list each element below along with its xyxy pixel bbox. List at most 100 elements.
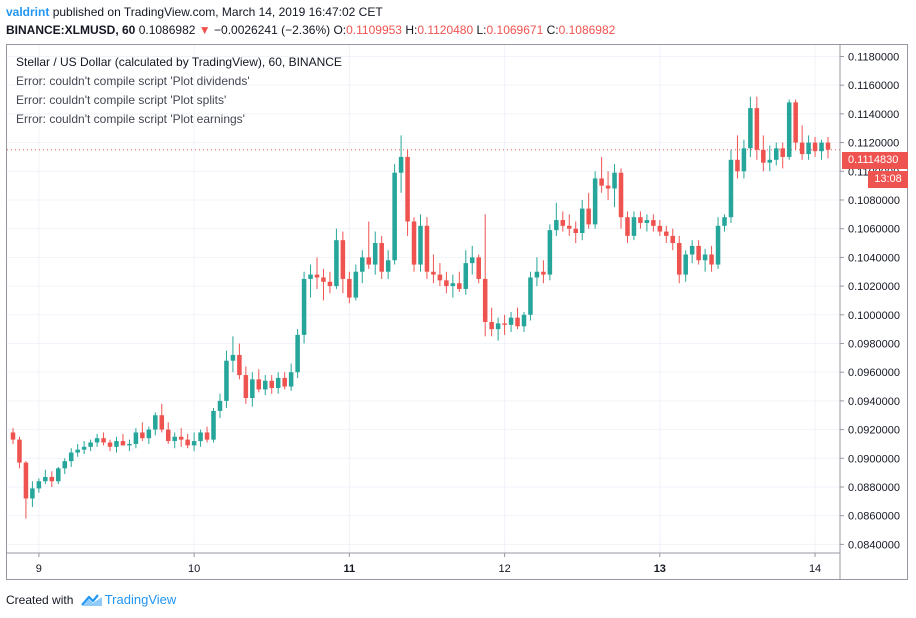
candle[interactable] <box>81 441 87 454</box>
candle[interactable] <box>592 171 598 229</box>
candle[interactable] <box>469 245 475 275</box>
candle[interactable] <box>159 403 165 433</box>
candle[interactable] <box>683 250 688 282</box>
candle[interactable] <box>191 432 197 452</box>
candle[interactable] <box>347 271 352 304</box>
candle[interactable] <box>554 202 559 236</box>
candle[interactable] <box>198 429 203 447</box>
candle[interactable] <box>819 139 824 160</box>
candle[interactable] <box>625 211 630 244</box>
candle[interactable] <box>353 264 359 301</box>
candle[interactable] <box>799 125 805 160</box>
candle[interactable] <box>101 432 106 446</box>
candle[interactable] <box>573 221 579 244</box>
candle[interactable] <box>275 372 281 394</box>
candle[interactable] <box>204 426 210 443</box>
candle[interactable] <box>334 228 339 289</box>
candle[interactable] <box>586 192 591 229</box>
candle[interactable] <box>321 268 326 301</box>
candle[interactable] <box>172 432 177 449</box>
candle[interactable] <box>230 336 236 373</box>
candle[interactable] <box>94 433 100 447</box>
candle[interactable] <box>295 329 300 378</box>
candle[interactable] <box>56 466 61 485</box>
candle[interactable] <box>773 142 779 166</box>
candle[interactable] <box>722 214 727 232</box>
candle[interactable] <box>748 96 753 157</box>
candle[interactable] <box>508 311 514 333</box>
candle[interactable] <box>709 245 714 272</box>
candle[interactable] <box>812 136 818 157</box>
candle[interactable] <box>463 250 469 295</box>
candle[interactable] <box>437 263 443 287</box>
candle[interactable] <box>153 412 158 436</box>
candle[interactable] <box>676 235 682 284</box>
candle[interactable] <box>715 217 721 269</box>
candle[interactable] <box>541 260 546 284</box>
candle[interactable] <box>457 271 462 292</box>
candle[interactable] <box>534 257 540 287</box>
candle[interactable] <box>107 439 113 452</box>
candle[interactable] <box>424 217 430 279</box>
candle[interactable] <box>340 231 346 294</box>
candle[interactable] <box>68 448 74 467</box>
candle[interactable] <box>379 235 384 279</box>
candle[interactable] <box>288 363 294 391</box>
candle[interactable] <box>579 199 585 241</box>
candle[interactable] <box>444 271 449 294</box>
candle[interactable] <box>696 240 701 265</box>
candle[interactable] <box>398 135 404 193</box>
candle[interactable] <box>515 307 520 330</box>
candle[interactable] <box>605 171 611 200</box>
candle[interactable] <box>10 428 16 444</box>
candle[interactable] <box>327 271 333 294</box>
candle[interactable] <box>314 257 320 289</box>
candle[interactable] <box>120 433 126 446</box>
author-name[interactable]: valdrint <box>6 5 50 19</box>
candle[interactable] <box>224 350 229 409</box>
candle[interactable] <box>308 264 313 298</box>
candle[interactable] <box>372 231 378 275</box>
candle[interactable] <box>638 211 643 229</box>
candle[interactable] <box>237 343 242 380</box>
candle[interactable] <box>664 225 669 244</box>
candle[interactable] <box>262 375 268 396</box>
candle[interactable] <box>62 458 68 475</box>
candle[interactable] <box>250 372 255 407</box>
candle[interactable] <box>728 149 734 223</box>
candle[interactable] <box>670 228 676 251</box>
candle[interactable] <box>282 372 287 390</box>
candle[interactable] <box>36 478 42 493</box>
tradingview-brand[interactable]: TradingView <box>104 592 177 607</box>
candle[interactable] <box>489 307 494 337</box>
candle[interactable] <box>88 439 93 452</box>
candle[interactable] <box>17 436 22 469</box>
candle[interactable] <box>521 311 527 333</box>
candle[interactable] <box>780 142 785 169</box>
candle[interactable] <box>754 96 760 160</box>
candle[interactable] <box>360 250 365 284</box>
candle[interactable] <box>133 428 139 449</box>
candle[interactable] <box>599 156 604 193</box>
candle[interactable] <box>560 211 566 232</box>
candle[interactable] <box>140 422 145 442</box>
candle[interactable] <box>23 461 29 519</box>
candle[interactable] <box>385 250 391 279</box>
candle[interactable] <box>43 469 48 485</box>
candle[interactable] <box>114 436 119 453</box>
candle[interactable] <box>786 99 792 160</box>
candle[interactable] <box>567 214 572 236</box>
candle[interactable] <box>528 271 533 321</box>
candle[interactable] <box>366 221 372 269</box>
candle[interactable] <box>165 422 171 444</box>
candle[interactable] <box>405 149 410 236</box>
candle[interactable] <box>689 240 695 264</box>
candle[interactable] <box>127 439 132 452</box>
candle[interactable] <box>657 220 663 236</box>
candle[interactable] <box>547 224 553 281</box>
candle[interactable] <box>644 214 650 232</box>
candle[interactable] <box>761 135 766 172</box>
candle[interactable] <box>476 254 481 284</box>
candle[interactable] <box>211 408 216 443</box>
